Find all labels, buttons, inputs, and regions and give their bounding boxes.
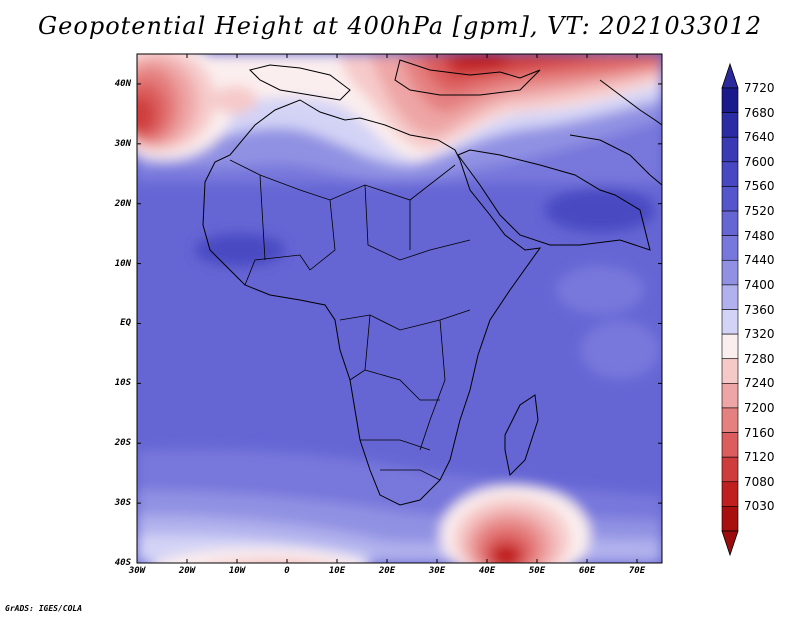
lat-label: 30S (114, 498, 131, 509)
colorbar-swatch (721, 259, 739, 286)
colorbar-swatch (721, 210, 739, 236)
colorbar-swatch (721, 358, 739, 384)
lon-label: 10W (228, 566, 246, 576)
lat-label: 20S (114, 438, 131, 449)
colorbar-swatch (721, 284, 739, 310)
colorbar-label: 7440 (744, 253, 775, 268)
lon-label: 20W (178, 566, 196, 576)
coastlines (202, 59, 662, 506)
colorbar-swatch (721, 432, 739, 458)
lat-label: 10N (114, 258, 131, 269)
colorbar (721, 62, 739, 557)
lon-label: 30E (428, 566, 446, 576)
colorbar-min-arrow (721, 530, 739, 557)
lon-label: 70E (628, 566, 646, 576)
colorbar-swatch (721, 112, 739, 138)
lon-label: 60E (578, 566, 596, 576)
colorbar-label: 7560 (744, 179, 775, 194)
page-title: Geopotential Height at 400hPa [gpm], VT:… (38, 12, 762, 40)
colorbar-label: 7400 (744, 277, 775, 292)
country-borders (229, 159, 471, 481)
lat-label: 20N (114, 198, 131, 209)
axis-ticks (136, 54, 662, 564)
colorbar-swatch (721, 309, 739, 335)
colorbar-label: 7680 (744, 105, 775, 120)
colorbar-label: 7080 (744, 474, 775, 489)
colorbar-label: 7520 (744, 204, 775, 219)
colorbar-label: 7480 (744, 228, 775, 243)
colorbar-swatch (721, 186, 739, 212)
colorbar-label: 7120 (744, 450, 775, 465)
colorbar-swatch (721, 481, 739, 507)
colorbar-swatch (721, 456, 739, 483)
lon-label: 40E (478, 566, 496, 576)
map-frame (136, 53, 663, 564)
colorbar-label: 7240 (744, 376, 775, 391)
colorbar-label: 7320 (744, 327, 775, 342)
lon-label: 10E (328, 566, 346, 576)
colorbar-label: 7720 (744, 81, 775, 95)
lon-label: 20E (378, 566, 396, 576)
colorbar-swatch (721, 506, 739, 532)
colorbar-swatch (721, 235, 739, 261)
credit-text: GrADS: IGES/COLA (5, 604, 83, 613)
lat-label: 40N (114, 78, 131, 89)
lon-label: 30W (128, 566, 146, 576)
colorbar-max-arrow (721, 62, 739, 89)
lon-label: 50E (528, 566, 546, 576)
colorbar-label: 7640 (744, 130, 775, 145)
colorbar-swatch (721, 136, 739, 163)
height-field (137, 54, 662, 563)
colorbar-label: 7600 (744, 154, 775, 169)
lat-label: 40S (114, 558, 131, 568)
colorbar-label: 7200 (744, 400, 775, 415)
colorbar-label: 7160 (744, 425, 775, 440)
lat-label: 10S (114, 378, 131, 389)
colorbar-label: 7360 (744, 302, 775, 317)
colorbar-swatch (721, 383, 739, 409)
colorbar-label: 7030 (744, 499, 775, 514)
colorbar-swatch (721, 161, 739, 187)
lat-label: EQ (120, 318, 131, 329)
lon-label: 0 (284, 566, 290, 576)
colorbar-swatch (721, 407, 739, 433)
colorbar-swatch (721, 333, 739, 360)
lat-label: 30N (114, 138, 131, 149)
colorbar-label: 7280 (744, 351, 775, 366)
colorbar-swatch (721, 87, 739, 113)
